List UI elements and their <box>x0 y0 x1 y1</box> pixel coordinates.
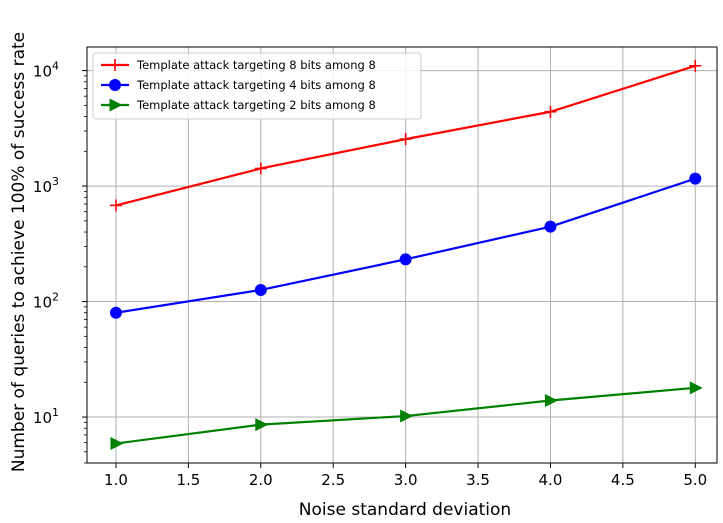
series-layer <box>109 59 703 451</box>
data-point <box>400 409 414 423</box>
legend-marker <box>109 98 123 112</box>
plot-frame <box>86 46 718 464</box>
legend-label: Template attack targeting 8 bits among 8 <box>136 58 376 72</box>
data-point <box>689 381 703 395</box>
data-point <box>254 283 267 296</box>
x-tick-label: 2.5 <box>321 471 345 489</box>
y-axis-ticks: 101 102 103 104 <box>33 60 87 464</box>
data-point <box>544 220 557 233</box>
x-tick-label: 4.0 <box>539 471 563 489</box>
data-point <box>255 418 269 432</box>
legend-item: Template attack targeting 8 bits among 8 <box>101 58 376 72</box>
x-tick-label: 1.5 <box>176 471 200 489</box>
data-point <box>399 133 412 146</box>
legend: Template attack targeting 8 bits among 8… <box>92 52 422 120</box>
x-tick-label: 2.0 <box>249 471 273 489</box>
series-3 <box>110 381 703 451</box>
data-point <box>254 162 267 175</box>
x-tick-label: 3.0 <box>394 471 418 489</box>
data-point <box>689 172 702 185</box>
data-point <box>110 437 124 451</box>
x-axis-ticks: 1.0 1.5 2.0 2.5 3.0 3.5 4.0 4.5 5.0 <box>104 463 707 489</box>
y-axis-label: Number of queries to achieve 100% of suc… <box>9 32 29 472</box>
y-tick-label: 102 <box>33 291 59 312</box>
legend-label: Template attack targeting 2 bits among 8 <box>136 98 376 112</box>
data-point <box>109 306 122 319</box>
x-axis-label: Noise standard deviation <box>299 500 511 520</box>
y-tick-label: 101 <box>33 406 59 427</box>
data-point <box>544 105 557 118</box>
legend-item: Template attack targeting 4 bits among 8 <box>101 78 376 92</box>
data-point <box>399 253 412 266</box>
x-tick-label: 1.0 <box>104 471 128 489</box>
x-tick-label: 5.0 <box>683 471 707 489</box>
y-tick-label: 103 <box>33 175 59 196</box>
x-tick-label: 4.5 <box>611 471 635 489</box>
series-2 <box>109 172 702 319</box>
legend-marker <box>109 79 121 91</box>
data-point <box>689 59 702 72</box>
legend-item: Template attack targeting 2 bits among 8 <box>101 98 376 112</box>
y-tick-label: 104 <box>33 60 59 81</box>
legend-box <box>92 52 422 120</box>
data-point <box>544 394 558 408</box>
legend-marker <box>109 59 121 71</box>
x-tick-label: 3.5 <box>466 471 490 489</box>
data-point <box>109 199 122 212</box>
series-1 <box>109 59 702 212</box>
legend-label: Template attack targeting 4 bits among 8 <box>136 78 376 92</box>
